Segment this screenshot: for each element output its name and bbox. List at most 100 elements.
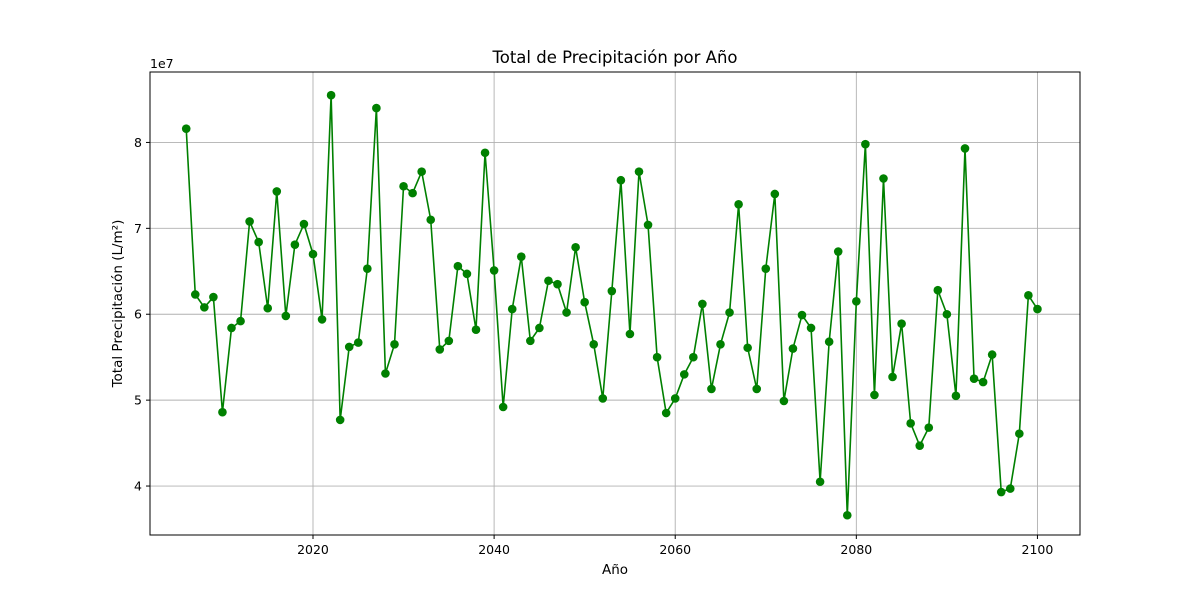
y-axis-label: Total Precipitación (L/m²) xyxy=(110,220,126,389)
data-point xyxy=(725,308,734,317)
data-point xyxy=(607,286,617,296)
data-point xyxy=(1024,291,1033,300)
data-point xyxy=(1015,429,1024,438)
data-point xyxy=(344,342,354,352)
grid xyxy=(150,72,1080,535)
data-point xyxy=(390,340,399,349)
data-point xyxy=(453,261,463,271)
data-point xyxy=(290,240,300,249)
data-point xyxy=(435,345,445,354)
data-point xyxy=(335,415,345,425)
data-point xyxy=(779,396,789,406)
data-point xyxy=(200,303,209,312)
data-point xyxy=(190,290,200,299)
x-tick-label: 2060 xyxy=(659,542,691,557)
series-line-layer xyxy=(185,94,1039,517)
x-axis-label: Año xyxy=(602,562,628,578)
data-point xyxy=(317,315,327,324)
series-markers xyxy=(181,90,1042,520)
data-point xyxy=(698,299,707,309)
y-tick-label: 5 xyxy=(134,393,142,408)
axis-ticks: 2020 2040 2060 2080 2100 4 5 6 7 8 xyxy=(134,135,1053,557)
data-point xyxy=(544,276,553,286)
data-point xyxy=(480,148,490,158)
data-point xyxy=(616,175,626,185)
data-point xyxy=(1033,304,1042,314)
x-tick-label: 2080 xyxy=(840,542,872,557)
data-point xyxy=(181,124,191,133)
data-point xyxy=(426,215,436,225)
chart-title: Total de Precipitación por Año xyxy=(491,48,737,67)
data-point xyxy=(245,217,254,226)
data-point xyxy=(589,340,599,349)
data-point xyxy=(761,264,771,274)
data-point xyxy=(281,311,291,321)
data-point xyxy=(507,304,517,314)
data-point xyxy=(924,423,934,432)
data-point xyxy=(951,391,961,401)
data-point xyxy=(535,323,544,333)
data-point xyxy=(625,329,635,339)
data-point xyxy=(978,377,988,387)
series-line xyxy=(185,94,1039,517)
data-point xyxy=(272,187,282,196)
data-point xyxy=(797,310,807,320)
data-point xyxy=(381,369,390,378)
data-point xyxy=(263,303,273,313)
data-point xyxy=(634,167,644,176)
data-point xyxy=(1005,484,1015,493)
data-point xyxy=(906,419,915,428)
data-point xyxy=(915,441,925,450)
data-point xyxy=(716,340,725,349)
y-axis-multiplier: 1e7 xyxy=(150,56,174,71)
data-point xyxy=(218,407,227,417)
y-tick-label: 4 xyxy=(134,479,142,494)
data-point xyxy=(444,336,454,346)
data-point xyxy=(842,510,852,520)
data-point xyxy=(571,242,580,252)
data-point xyxy=(372,103,381,113)
data-point xyxy=(326,90,336,100)
x-tick-label: 2100 xyxy=(1022,542,1054,557)
data-point xyxy=(670,394,680,403)
data-point xyxy=(689,352,698,362)
y-tick-label: 8 xyxy=(134,135,142,150)
data-point xyxy=(417,167,426,176)
data-point xyxy=(942,309,952,319)
data-point xyxy=(833,247,843,256)
data-point xyxy=(870,390,879,400)
data-point xyxy=(516,252,526,261)
x-tick-label: 2020 xyxy=(297,542,329,557)
data-point xyxy=(598,394,608,403)
data-point xyxy=(770,189,780,199)
data-point xyxy=(498,402,508,412)
data-point xyxy=(734,199,743,209)
data-point xyxy=(580,297,589,307)
data-point xyxy=(562,308,571,317)
data-point xyxy=(308,249,318,259)
x-tick-label: 2040 xyxy=(478,542,510,557)
plot-frame xyxy=(149,71,1081,536)
data-point xyxy=(679,370,689,379)
data-point xyxy=(707,384,716,394)
data-point xyxy=(996,487,1006,497)
data-point xyxy=(897,319,906,328)
data-point xyxy=(815,477,825,487)
data-point xyxy=(553,279,562,289)
data-point xyxy=(227,323,236,333)
data-point xyxy=(969,374,979,383)
data-point xyxy=(861,139,870,149)
data-point xyxy=(987,350,997,359)
data-point xyxy=(852,297,861,306)
data-point xyxy=(652,352,662,362)
data-point xyxy=(254,237,263,247)
data-point xyxy=(643,220,653,230)
data-point xyxy=(879,174,888,183)
data-point xyxy=(408,188,417,198)
data-point xyxy=(363,264,372,274)
data-point xyxy=(299,219,309,229)
data-point xyxy=(526,336,535,346)
data-point xyxy=(788,344,798,353)
data-point xyxy=(933,285,943,295)
